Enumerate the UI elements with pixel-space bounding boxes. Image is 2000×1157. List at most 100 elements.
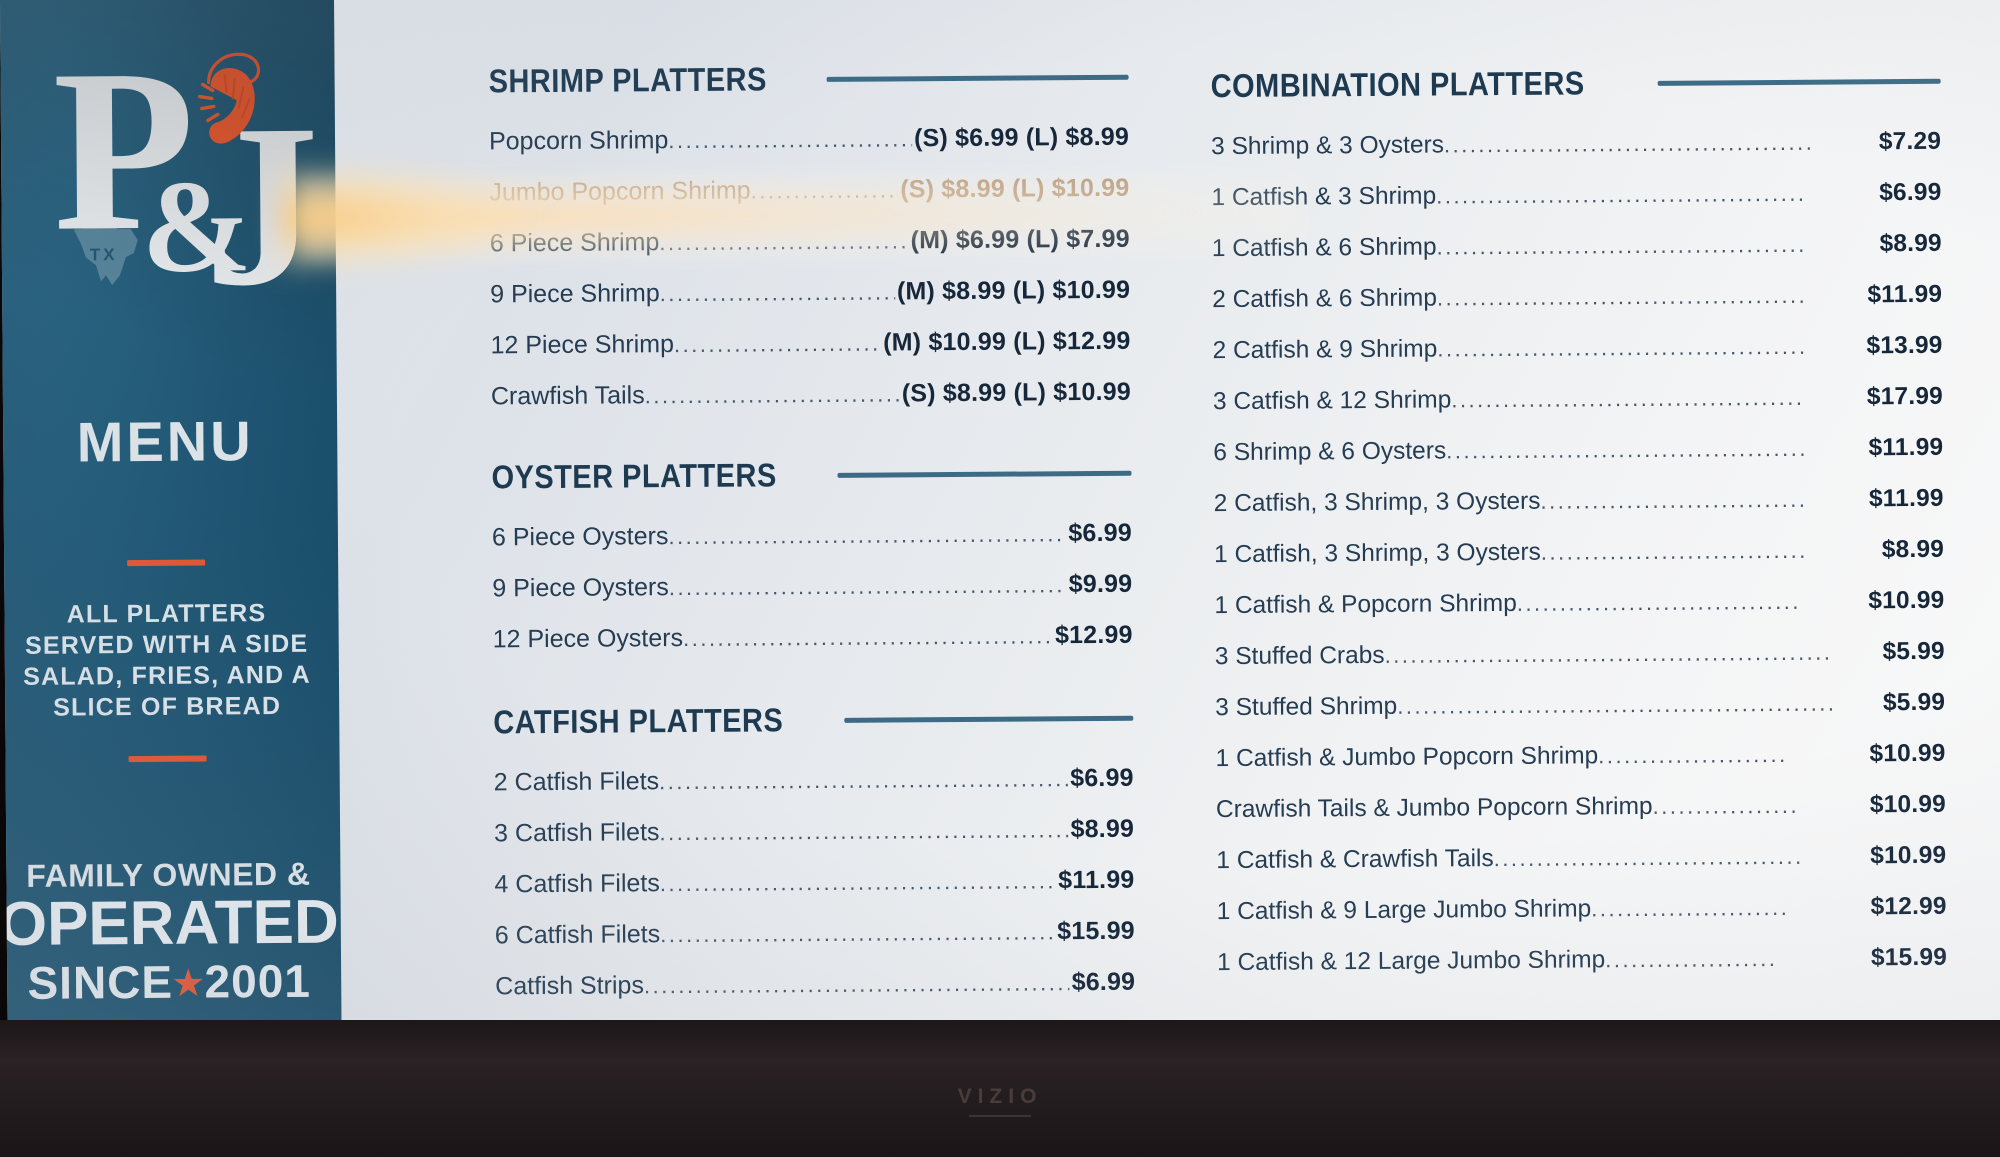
served-with-note: ALL PLATTERS SERVED WITH A SIDE SALAD, F… [23,599,311,722]
menu-item-row: 1 Catfish & 12 Large Jumbo Shrimp.......… [1217,932,1947,988]
section-rule [837,470,1132,478]
leader-dots: ............................. [673,330,882,358]
section-title: CATFISH PLATTERS [493,701,784,741]
menu-item-list: 3 Shrimp & 3 Oysters....................… [1211,116,1947,988]
leader-dots: .................... [1605,945,1778,973]
menu-item-name: 3 Stuffed Crabs [1214,641,1385,671]
leader-dots: ........................................… [659,868,1057,897]
menu-item-price: (M) $6.99 (L) $7.99 [910,224,1130,255]
menu-item-row: 3 Stuffed Shrimp........................… [1215,677,1945,733]
menu-item-row: 1 Catfish & Popcorn Shrimp..............… [1214,575,1944,631]
menu-item-row: 12 Piece Shrimp.........................… [490,316,1130,372]
section-shrimp-platters: SHRIMP PLATTERS Popcorn Shrimp..........… [488,58,1131,423]
leader-dots: .................................... [1493,843,1804,872]
menu-item-row: Jumbo Popcorn Shrimp....................… [489,163,1129,219]
menu-item-row: 1 Catfish & 6 Shrimp....................… [1212,218,1942,274]
menu-item-name: 3 Catfish Filets [494,818,660,848]
leader-dots: ........................ [750,176,899,204]
menu-item-price: $10.99 [1869,790,1947,819]
menu-item-row: Catfish Strips..........................… [495,957,1135,1013]
menu-item-price: (S) $8.99 (L) $10.99 [901,377,1132,408]
menu-item-name: 3 Stuffed Shrimp [1215,692,1398,722]
menu-item-name: Popcorn Shrimp [488,126,669,156]
menu-item-price: $8.99 [1881,535,1945,564]
leader-dots: ...................... [1598,741,1788,769]
menu-item-name: 2 Catfish Filets [493,767,660,797]
menu-item-price: (M) $10.99 (L) $12.99 [883,326,1131,357]
section-rule [844,715,1134,723]
menu-item-row: 3 Catfish Filets........................… [494,804,1134,860]
menu-item-row: 1 Catfish & 3 Shrimp....................… [1211,167,1941,223]
menu-item-name: 3 Catfish & 12 Shrimp [1212,386,1452,416]
menu-item-row: 9 Piece Shrimp..........................… [490,265,1130,321]
menu-item-name: Jumbo Popcorn Shrimp [489,176,751,207]
section-title: OYSTER PLATTERS [491,456,777,496]
menu-item-row: 2 Catfish, 3 Shrimp, 3 Oysters..........… [1214,473,1944,529]
menu-item-row: 1 Catfish, 3 Shrimp, 3 Oysters..........… [1214,524,1944,580]
since-year: 2001 [204,954,312,1008]
tv-bezel-bottom [0,1020,2000,1157]
menu-item-row: 2 Catfish & 6 Shrimp....................… [1212,269,1942,325]
menu-item-name: 2 Catfish & 9 Shrimp [1212,335,1438,365]
menu-item-name: Crawfish Tails [490,381,645,411]
since-prefix: SINCE [27,955,174,1009]
leader-dots: ........................................… [1436,282,1808,311]
leader-dots: ........................................… [1436,180,1807,209]
section-header: CATFISH PLATTERS [493,699,1134,742]
menu-heading: MENU [76,409,254,474]
leader-dots: ........................................… [668,571,1067,601]
menu-item-name: 1 Catfish & 3 Shrimp [1211,182,1437,212]
menu-item-name: 9 Piece Shrimp [490,279,660,309]
operated-line: OPERATED [0,887,339,960]
leader-dots: ........................................… [660,919,1056,948]
section-header: OYSTER PLATTERS [491,454,1132,497]
menu-item-price: $11.99 [1058,865,1135,895]
menu-item-row: 3 Stuffed Crabs.........................… [1215,626,1945,682]
menu-item-name: 9 Piece Oysters [492,573,669,603]
leader-dots: ........................................… [658,766,1069,795]
menu-item-price: $7.29 [1878,127,1942,156]
texas-state-icon [73,217,138,286]
leader-dots: ................. [1652,792,1800,819]
divider-bottom [128,755,207,763]
leader-dots: ........................................… [659,278,896,307]
menu-item-row: 1 Catfish & Jumbo Popcorn Shrimp........… [1215,728,1945,784]
leader-dots: ............................... [1540,537,1808,565]
menu-item-price: (S) $8.99 (L) $10.99 [900,173,1130,204]
vizio-logo-underline [969,1115,1031,1117]
menu-item-name: 1 Catfish & Crawfish Tails [1216,845,1494,875]
menu-column-left: SHRIMP PLATTERS Popcorn Shrimp..........… [488,58,1135,1029]
section-rule [826,74,1129,82]
section-catfish-platters: CATFISH PLATTERS 2 Catfish Filets.......… [493,699,1135,1013]
menu-item-list: Popcorn Shrimp..........................… [489,112,1131,423]
shrimp-icon [198,52,261,144]
leader-dots: ........................................… [1446,435,1808,464]
menu-item-row: 6 Piece Shrimp..........................… [490,214,1130,270]
menu-item-name: 12 Piece Oysters [492,624,684,654]
section-combination-platters: COMBINATION PLATTERS 3 Shrimp & 3 Oyster… [1211,62,1948,988]
menu-item-name: 6 Shrimp & 6 Oysters [1213,437,1447,467]
leader-dots: ........................................… [682,622,1054,652]
menu-item-price: $10.99 [1869,739,1946,768]
leader-dots: ........................................… [1451,384,1805,413]
menu-item-list: 6 Piece Oysters.........................… [492,508,1133,666]
menu-item-price: $13.99 [1866,331,1943,360]
menu-item-price: $11.99 [1868,433,1944,462]
menu-item-name: 1 Catfish & 12 Large Jumbo Shrimp [1216,946,1606,977]
menu-item-price: $6.99 [1071,967,1136,997]
menu-item-name: 3 Shrimp & 3 Oysters [1211,131,1445,161]
leader-dots: ........................................… [1443,129,1815,158]
menu-item-name: 4 Catfish Filets [494,869,660,899]
section-header: COMBINATION PLATTERS [1211,62,1941,105]
menu-item-price: $10.99 [1868,586,1945,615]
menu-item-price: $6.99 [1879,178,1942,207]
divider-top [127,559,206,567]
menu-item-row: 12 Piece Oysters........................… [493,610,1133,666]
menu-item-row: 6 Shrimp & 6 Oysters....................… [1213,422,1943,478]
menu-item-row: 1 Catfish & Crawfish Tails..............… [1216,830,1946,886]
menu-item-row: 1 Catfish & 9 Large Jumbo Shrimp........… [1217,881,1947,937]
menu-item-row: 6 Catfish Filets........................… [495,906,1135,962]
menu-item-price: $8.99 [1879,229,1942,258]
menu-item-row: Crawfish Tails & Jumbo Popcorn Shrimp...… [1216,779,1946,835]
